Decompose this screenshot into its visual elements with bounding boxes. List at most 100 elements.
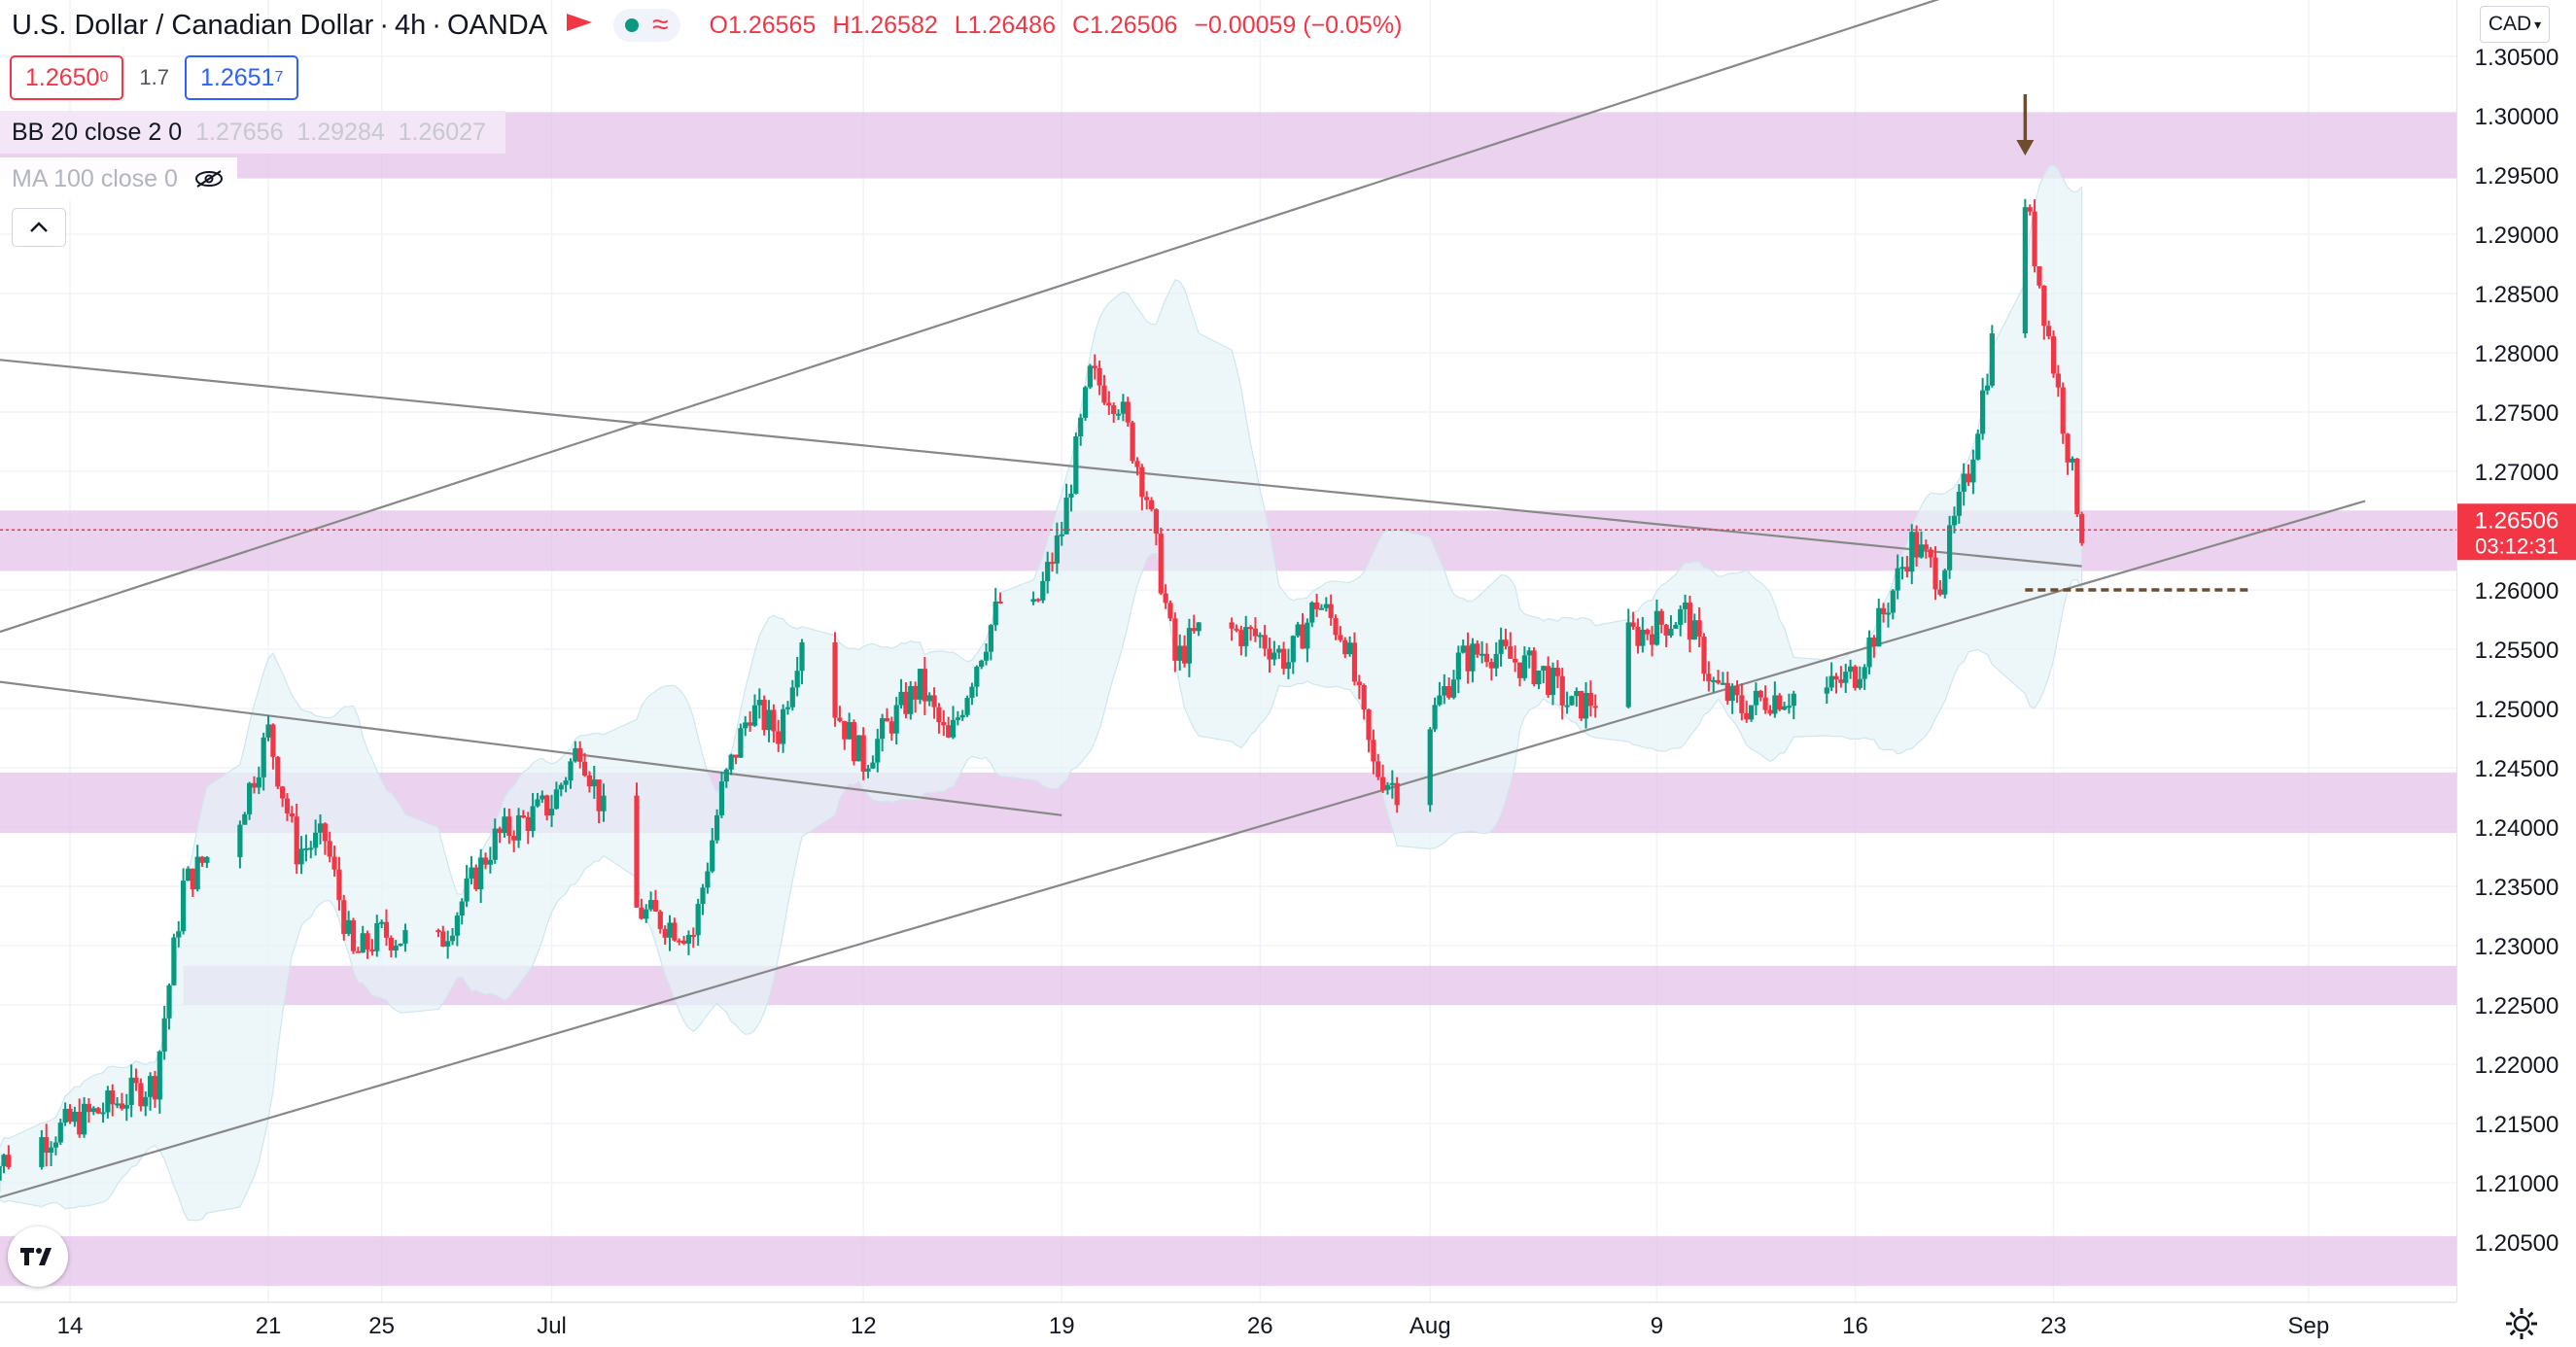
candle-body — [487, 859, 493, 865]
ma-name: MA 100 close 0 — [12, 164, 178, 192]
candle-body — [733, 754, 739, 758]
candle-body — [1285, 662, 1292, 670]
annotations-layer — [0, 94, 2456, 592]
price-axis[interactable] — [2456, 0, 2576, 1302]
candle-body — [1956, 492, 1962, 516]
candle-body — [544, 795, 550, 816]
candle-body — [1371, 740, 1376, 762]
indicator-legend-bb[interactable]: BB 20 close 2 0 1.27656 1.29284 1.26027 — [0, 111, 505, 154]
header-separator: · — [432, 9, 441, 41]
candle-body — [832, 641, 838, 718]
sell-price-main: 1.2650 — [25, 63, 100, 91]
candle-body — [969, 686, 975, 699]
market-open-dot-icon — [625, 18, 640, 32]
candle-body — [530, 806, 536, 831]
candle-body — [1701, 637, 1707, 674]
candle-body — [39, 1137, 45, 1167]
candle-body — [502, 816, 507, 834]
candle-body — [1446, 685, 1452, 698]
candle-body — [1687, 603, 1693, 640]
candle-body — [1498, 639, 1504, 654]
candle-body — [2050, 336, 2057, 374]
candle-body — [568, 761, 574, 781]
candle-body — [992, 601, 998, 626]
candle-body — [0, 1165, 2, 1181]
candle-body — [964, 698, 970, 715]
candle-body — [1351, 642, 1358, 682]
trendline — [0, 0, 1940, 634]
candle-body — [1682, 603, 1688, 609]
candle-body — [865, 768, 871, 772]
candle-body — [449, 935, 456, 942]
candle-body — [1640, 629, 1646, 646]
candle-body — [1361, 685, 1367, 710]
candle-body — [194, 856, 200, 890]
candle-body — [445, 941, 451, 947]
trendline — [0, 500, 2366, 1199]
candle-body — [1470, 643, 1476, 672]
candle-body — [199, 856, 205, 863]
candle-body — [1847, 666, 1854, 673]
candle-body — [1753, 690, 1759, 706]
market-status-pill[interactable]: ≈ — [613, 9, 680, 42]
candle-body — [1163, 593, 1168, 604]
candle-body — [1513, 658, 1518, 663]
candle-body — [1583, 693, 1589, 719]
candle-body — [1167, 603, 1173, 619]
ohlc-low: L1.26486 — [954, 11, 1056, 39]
symbol-title[interactable]: U.S. Dollar / Canadian Dollar — [12, 9, 374, 41]
candle-body — [917, 669, 923, 700]
collapse-legend-button[interactable] — [12, 208, 66, 247]
candle-body — [695, 904, 701, 936]
candle-body — [1937, 589, 1943, 595]
chart-header: U.S. Dollar / Canadian Dollar · 4h · OAN… — [12, 6, 1411, 45]
candle-body — [718, 781, 725, 815]
candle-body — [1252, 628, 1259, 637]
sell-button[interactable]: 1.2650 0 — [10, 55, 124, 100]
sell-price-pip: 0 — [99, 69, 109, 86]
settings-gear-icon[interactable] — [2503, 1305, 2540, 1342]
timeframe[interactable]: 4h — [395, 9, 427, 41]
candle-body — [2022, 207, 2028, 334]
zone-rect — [0, 1235, 2456, 1287]
candle-body — [1546, 666, 1551, 696]
tradingview-logo[interactable] — [8, 1226, 68, 1287]
candle-body — [355, 950, 361, 953]
indicator-legend-ma[interactable]: MA 100 close 0 — [0, 157, 237, 200]
candle-body — [1483, 653, 1490, 663]
candle-body — [1904, 567, 1910, 572]
candle-body — [1276, 648, 1282, 653]
candle-body — [1645, 629, 1651, 635]
candle-body — [870, 762, 876, 769]
eye-hidden-icon[interactable] — [193, 169, 225, 189]
candle-body — [723, 769, 729, 782]
candle-body — [1554, 668, 1560, 676]
candle-body — [492, 828, 498, 860]
candle-body — [506, 816, 512, 837]
flag-icon[interactable] — [567, 14, 593, 31]
candle-body — [1890, 590, 1896, 613]
candle-body — [1975, 433, 1981, 460]
candle-body — [1630, 622, 1636, 627]
candle-body — [1587, 693, 1593, 707]
candle-body — [388, 937, 394, 951]
buy-button[interactable]: 1.2651 7 — [184, 55, 299, 100]
candle-body — [855, 735, 861, 762]
candle-body — [2074, 458, 2080, 515]
candle-body — [1673, 624, 1679, 629]
candle-body — [936, 707, 942, 723]
candle-body — [1531, 650, 1537, 685]
candle-body — [577, 747, 583, 762]
candle-body — [1267, 648, 1272, 660]
currency-button[interactable]: CAD ▾ — [2480, 6, 2550, 43]
candle-body — [1196, 622, 1201, 632]
candle-body — [247, 782, 253, 814]
candle-body — [1106, 402, 1112, 406]
candle-body — [1488, 662, 1494, 669]
candle-body — [473, 867, 479, 889]
candle-body — [402, 930, 408, 945]
candle-body — [393, 945, 399, 951]
candle-body — [1876, 607, 1882, 647]
candle-body — [672, 922, 678, 941]
